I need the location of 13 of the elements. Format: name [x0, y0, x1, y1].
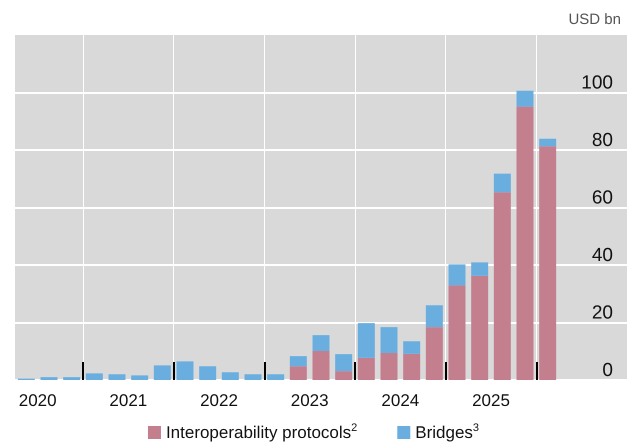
x-tick-label: 2022	[200, 391, 238, 410]
x-tick-label: 2020	[18, 391, 57, 410]
y-tick-label: 80	[592, 130, 613, 151]
x-tick-label: 2021	[109, 391, 148, 410]
y-tick-label: 60	[592, 188, 613, 208]
y-tick-label: 100	[581, 72, 613, 94]
y-axis-title: USD bn	[568, 11, 621, 28]
x-tick-label: 2024	[381, 391, 420, 410]
x-tick-label: 2025	[472, 391, 510, 410]
x-tick-label: 2023	[290, 391, 329, 410]
y-tick-label: 0	[602, 360, 613, 381]
y-tick-label: 20	[592, 302, 613, 324]
y-tick-label: 40	[592, 245, 613, 266]
